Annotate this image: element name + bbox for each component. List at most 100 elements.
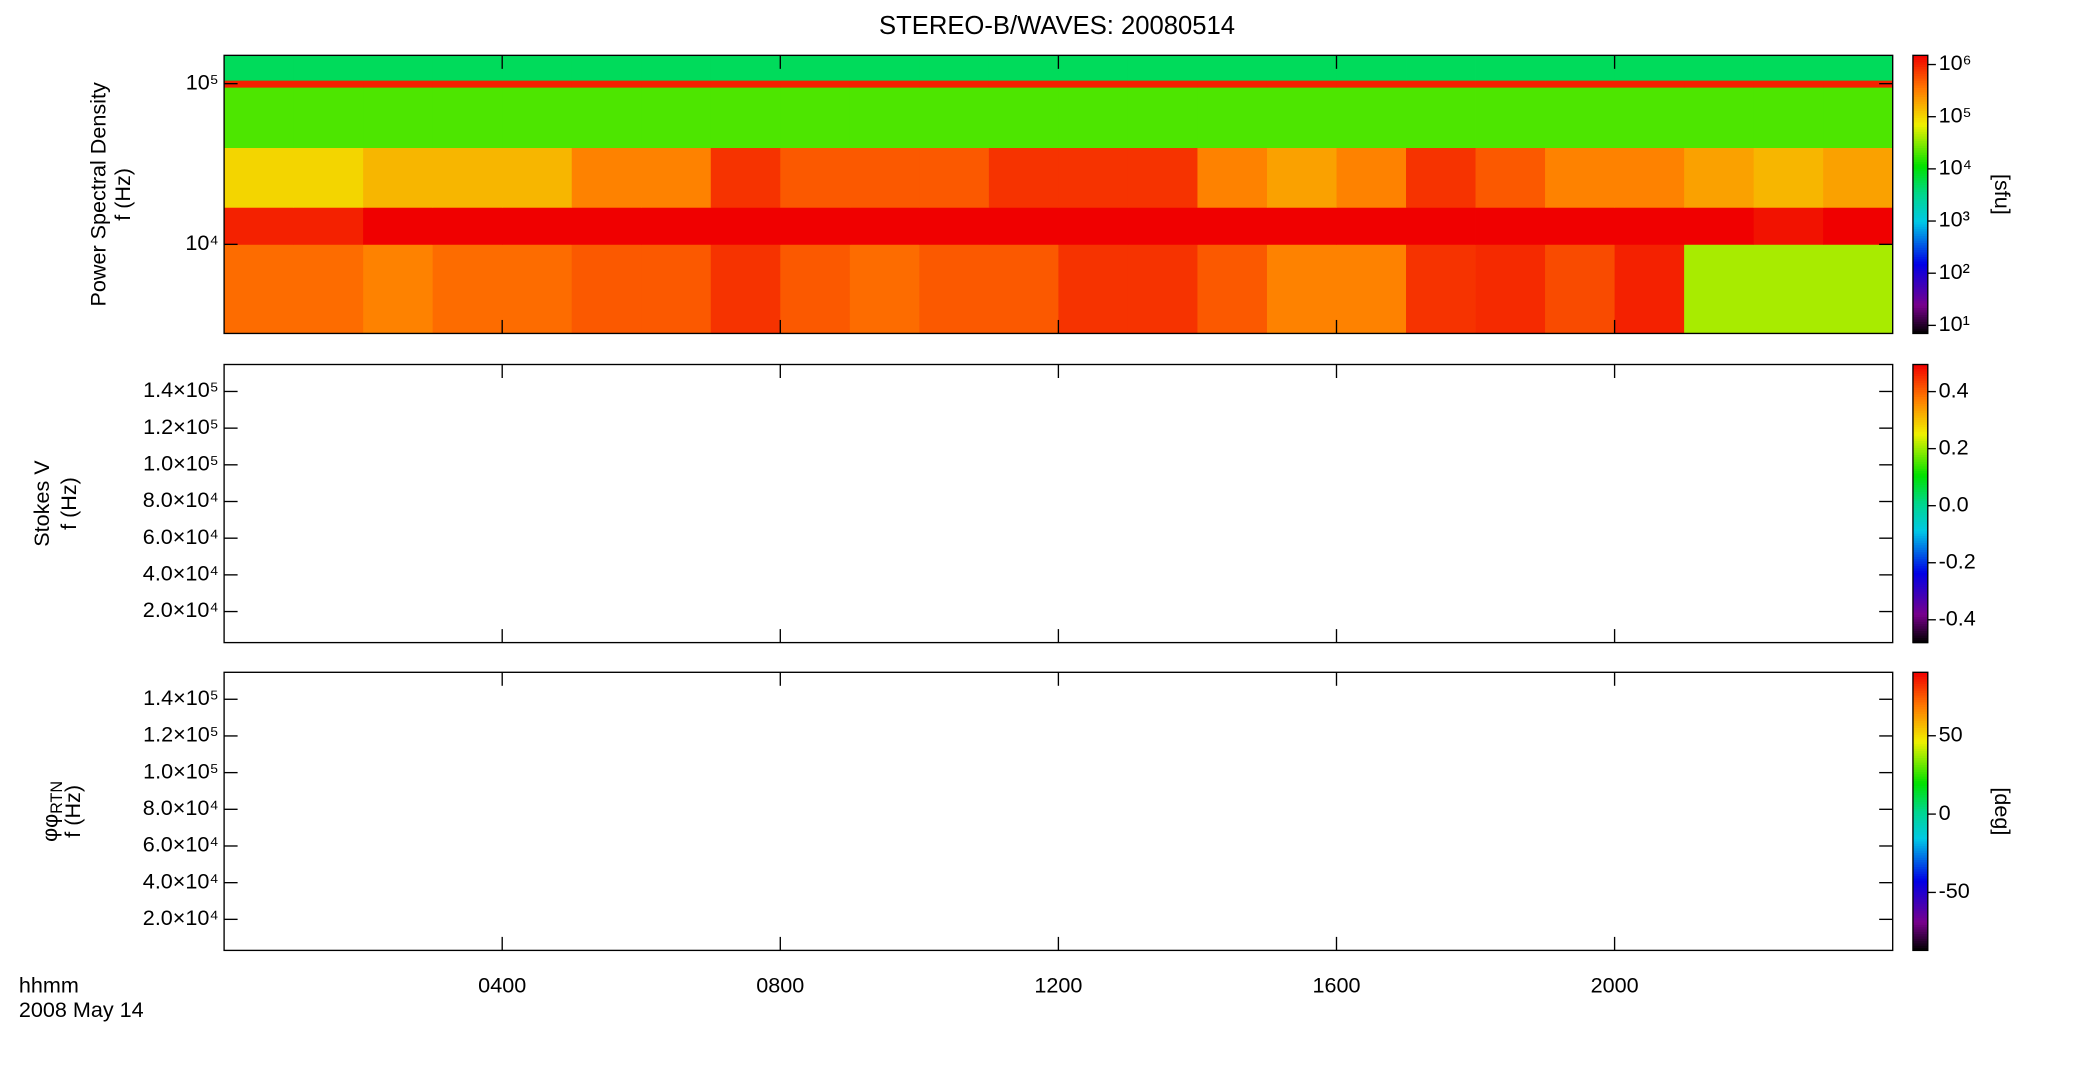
colorbar-segment <box>1912 152 1928 156</box>
colorbar-segment <box>1912 420 1928 423</box>
colorbar-segment <box>1912 236 1928 239</box>
heatmap-cell <box>988 147 1059 208</box>
colorbar-segment <box>1912 194 1928 198</box>
y-tick-label: 8.0×10⁴ <box>143 795 219 820</box>
colorbar-tick-label: -0.4 <box>1939 605 1976 630</box>
heatmap-cell <box>1406 244 1476 334</box>
colorbar-segment <box>1912 101 1928 105</box>
colorbar-segment <box>1912 275 1928 279</box>
colorbar-segment <box>1912 305 1928 309</box>
y-tick-label: 1.2×10⁵ <box>143 722 219 747</box>
heatmap-cell <box>710 147 781 208</box>
colorbar-segment <box>1912 744 1928 747</box>
colorbar-segment <box>1912 610 1928 614</box>
colorbar-segment <box>1912 373 1928 377</box>
colorbar-segment <box>1912 371 1928 375</box>
colorbar-segment <box>1912 80 1928 84</box>
heatmap-cell <box>432 87 503 149</box>
colorbar-segment <box>1912 762 1928 766</box>
heatmap-cell <box>1336 147 1407 208</box>
heatmap-cell <box>919 87 990 149</box>
colorbar-segment <box>1912 790 1928 794</box>
heatmap-cell <box>1475 55 1546 81</box>
colorbar-segment <box>1912 148 1928 151</box>
colorbar-segment <box>1912 734 1928 738</box>
colorbar-segment <box>1912 936 1928 940</box>
colorbar-segment <box>1912 832 1928 836</box>
colorbar-segment <box>1912 827 1928 831</box>
colorbar-segment <box>1912 445 1928 449</box>
colorbar-segment <box>1912 155 1928 158</box>
colorbar-segment <box>1912 376 1928 379</box>
colorbar-segment <box>1912 568 1928 572</box>
y-axis-label: Stokes V <box>29 460 54 547</box>
colorbar-segment <box>1912 690 1928 694</box>
colorbar-segment <box>1912 378 1928 382</box>
heatmap-cell <box>1753 87 1824 149</box>
heatmap-cell <box>919 80 990 88</box>
colorbar-segment <box>1912 166 1928 170</box>
heatmap-cell <box>1545 55 1615 81</box>
colorbar-segment <box>1912 913 1928 917</box>
colorbar-segment <box>1912 226 1928 230</box>
heatmap-cell <box>919 207 990 245</box>
heatmap-cell <box>363 147 434 208</box>
heatmap-cell <box>641 147 712 208</box>
colorbar-segment <box>1912 90 1928 93</box>
heatmap-cell <box>1684 147 1755 208</box>
heatmap-cell <box>849 87 920 149</box>
heatmap-cell <box>293 207 364 245</box>
colorbar-segment <box>1912 394 1928 398</box>
heatmap-cell <box>1475 147 1546 208</box>
colorbar-segment <box>1912 818 1928 822</box>
colorbar-segment <box>1912 746 1928 750</box>
colorbar-segment <box>1912 596 1928 600</box>
colorbar-segment <box>1912 496 1928 500</box>
colorbar-segment <box>1912 424 1928 428</box>
colorbar-segment <box>1912 71 1928 75</box>
colorbar-segment <box>1912 603 1928 607</box>
colorbar-segment <box>1912 294 1928 297</box>
colorbar-segment <box>1912 431 1928 435</box>
colorbar-segment <box>1912 233 1928 237</box>
colorbar-segment <box>1912 459 1928 463</box>
heatmap-cell <box>571 147 642 208</box>
colorbar-segment <box>1912 438 1928 442</box>
colorbar-segment <box>1912 767 1928 771</box>
colorbar-segment <box>1912 480 1928 484</box>
colorbar-segment <box>1912 890 1928 894</box>
heatmap-cell <box>1336 87 1407 149</box>
y-tick-label: 1.0×10⁵ <box>143 758 219 783</box>
colorbar-segment <box>1912 317 1928 321</box>
heatmap-cell <box>293 80 364 88</box>
heatmap-cell <box>1614 147 1685 208</box>
colorbar-segment <box>1912 591 1928 595</box>
heatmap-cell <box>1058 147 1129 208</box>
colorbar-segment <box>1912 512 1928 516</box>
chart-title: STEREO-B/WAVES: 20080514 <box>879 12 1235 40</box>
colorbar-segment <box>1912 626 1928 630</box>
colorbar-segment <box>1912 187 1928 191</box>
heatmap-cell <box>293 87 364 149</box>
heatmap-cell <box>1058 207 1129 245</box>
colorbar-segment <box>1912 307 1928 311</box>
colorbar-segment <box>1912 621 1928 625</box>
heatmap-cell <box>502 80 573 88</box>
heatmap-cell <box>502 87 573 149</box>
colorbar-segment <box>1912 725 1928 729</box>
colorbar-segment <box>1912 783 1928 787</box>
colorbar-segment <box>1912 911 1928 914</box>
colorbar-segment <box>1912 224 1928 228</box>
heatmap-cell <box>1197 55 1268 81</box>
heatmap-cell <box>1545 147 1615 208</box>
colorbar-label: [sfu] <box>1990 174 2015 215</box>
colorbar-segment <box>1912 282 1928 286</box>
heatmap-cell <box>293 147 364 208</box>
colorbar-segment <box>1912 619 1928 623</box>
colorbar-segment <box>1912 829 1928 833</box>
colorbar-segment <box>1912 538 1928 542</box>
heatmap-cell <box>780 147 851 208</box>
colorbar-segment <box>1912 240 1928 244</box>
heatmap-cell <box>432 80 503 88</box>
colorbar-segment <box>1912 517 1928 521</box>
